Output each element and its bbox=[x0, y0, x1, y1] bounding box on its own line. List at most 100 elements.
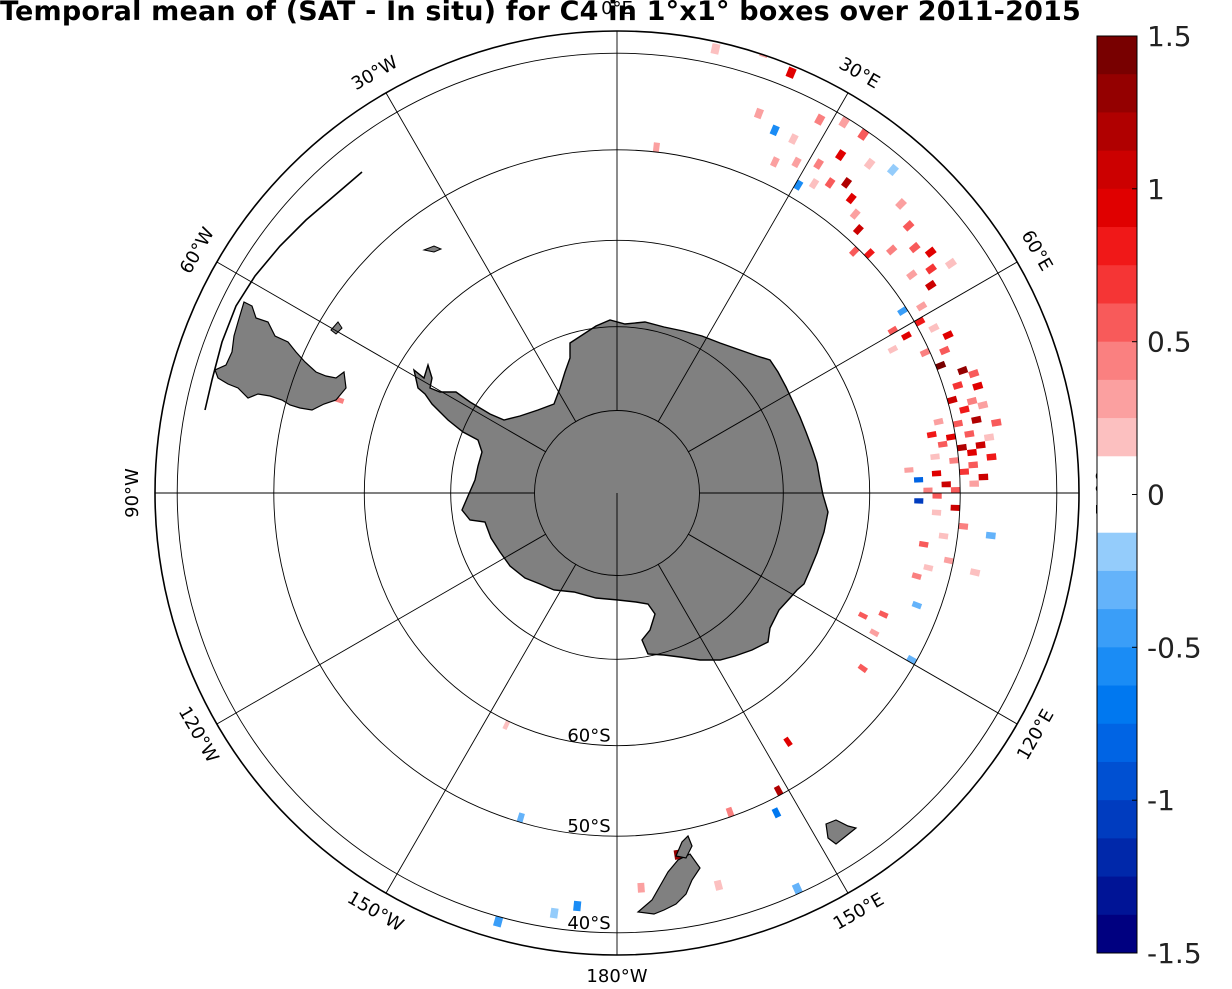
new-zealand-north-island bbox=[675, 834, 693, 859]
data-cell bbox=[967, 448, 977, 457]
data-cell bbox=[926, 431, 937, 439]
data-cell bbox=[549, 907, 559, 919]
data-cell bbox=[969, 568, 981, 577]
data-cell bbox=[931, 509, 942, 516]
data-cell bbox=[966, 396, 978, 406]
data-cell bbox=[769, 124, 780, 137]
data-cell bbox=[935, 360, 947, 370]
data-cell bbox=[913, 477, 924, 483]
data-cell bbox=[946, 395, 958, 405]
data-cell bbox=[902, 220, 915, 232]
new-zealand-south-island bbox=[636, 853, 701, 915]
data-cell bbox=[878, 610, 889, 619]
data-cell bbox=[713, 879, 724, 891]
colorbar-swatch bbox=[1097, 36, 1137, 75]
colorbar-swatch bbox=[1097, 570, 1137, 610]
data-cell bbox=[808, 178, 820, 190]
latitude-label: 50°S bbox=[567, 816, 610, 837]
data-cell bbox=[983, 433, 995, 442]
colorbar-swatch bbox=[1097, 227, 1137, 266]
data-cell bbox=[788, 133, 799, 145]
colorbar-swatch bbox=[1097, 456, 1137, 495]
data-cell bbox=[887, 344, 899, 354]
colorbar-swatch bbox=[1097, 265, 1137, 304]
data-cell bbox=[516, 812, 525, 823]
data-cell bbox=[906, 654, 918, 665]
data-cell bbox=[932, 493, 942, 499]
colorbar-swatch bbox=[1097, 494, 1137, 534]
data-cell bbox=[959, 468, 970, 475]
meridian-line bbox=[657, 92, 849, 422]
data-cell bbox=[502, 720, 511, 730]
data-cell bbox=[710, 43, 721, 55]
graticule bbox=[155, 31, 1079, 955]
shetland-islands bbox=[330, 321, 343, 335]
data-cell bbox=[857, 611, 869, 620]
colorbar-tick-label: -1 bbox=[1147, 784, 1175, 817]
latitude-label: 40°S bbox=[567, 913, 610, 934]
data-cell bbox=[919, 347, 931, 358]
colorbar-swatch bbox=[1097, 838, 1137, 878]
data-cell bbox=[895, 198, 907, 210]
data-cell bbox=[916, 301, 928, 312]
data-cell bbox=[911, 572, 922, 580]
data-cell bbox=[939, 345, 951, 356]
data-cell bbox=[857, 128, 870, 141]
data-cell bbox=[952, 419, 964, 428]
data-cell bbox=[814, 113, 826, 126]
data-cell bbox=[941, 481, 951, 488]
data-cell bbox=[942, 330, 954, 340]
colorbar-swatch bbox=[1097, 188, 1137, 228]
longitude-label: 0°E bbox=[601, 0, 633, 19]
data-cell bbox=[823, 61, 836, 75]
colorbar-swatch bbox=[1097, 379, 1137, 419]
colorbar-swatch bbox=[1097, 418, 1137, 457]
data-cell bbox=[950, 487, 961, 493]
data-cell bbox=[975, 441, 986, 449]
longitude-label: 150°E bbox=[830, 889, 888, 935]
data-cell bbox=[857, 663, 868, 674]
data-cell bbox=[753, 107, 764, 120]
data-cell bbox=[971, 415, 982, 424]
data-cell bbox=[791, 156, 802, 169]
data-cell bbox=[852, 224, 864, 236]
data-cell bbox=[969, 480, 979, 487]
data-cell bbox=[869, 628, 880, 638]
longitude-label: 60°E bbox=[1017, 227, 1057, 275]
data-cell bbox=[928, 323, 940, 333]
colorbar-swatch bbox=[1097, 914, 1137, 954]
latitude-label: 60°S bbox=[567, 726, 610, 747]
data-cell bbox=[773, 785, 784, 797]
data-cell bbox=[791, 882, 803, 895]
data-cell bbox=[923, 564, 934, 572]
data-cell bbox=[838, 116, 850, 129]
colorbar-swatch bbox=[1097, 341, 1137, 381]
meridian-line bbox=[688, 533, 1018, 725]
longitude-label: 120°W bbox=[174, 703, 223, 767]
colorbar-swatch bbox=[1097, 876, 1137, 916]
data-cell bbox=[824, 177, 836, 189]
longitude-label: 30°E bbox=[835, 53, 883, 93]
data-cell bbox=[950, 504, 960, 511]
colorbar-swatch bbox=[1097, 800, 1137, 839]
colorbar-tick-label: 1 bbox=[1147, 173, 1165, 206]
data-cell bbox=[937, 440, 948, 448]
colorbar-tick-label: -1.5 bbox=[1147, 937, 1202, 970]
colorbar-swatch bbox=[1097, 609, 1137, 648]
data-cell bbox=[968, 369, 980, 379]
data-cell bbox=[813, 158, 824, 170]
colorbar-swatch bbox=[1097, 723, 1137, 763]
data-cell bbox=[923, 487, 933, 493]
data-cell bbox=[931, 470, 942, 477]
data-cell bbox=[959, 405, 970, 414]
data-cell bbox=[986, 453, 997, 461]
colorbar-tick-label: 0 bbox=[1147, 479, 1165, 512]
data-cell bbox=[841, 177, 853, 189]
data-cell bbox=[863, 248, 875, 259]
map-boundary bbox=[154, 30, 1080, 956]
data-cell bbox=[785, 66, 797, 79]
data-cell bbox=[977, 400, 989, 410]
data-cell bbox=[835, 149, 847, 162]
land-masses bbox=[204, 171, 858, 915]
